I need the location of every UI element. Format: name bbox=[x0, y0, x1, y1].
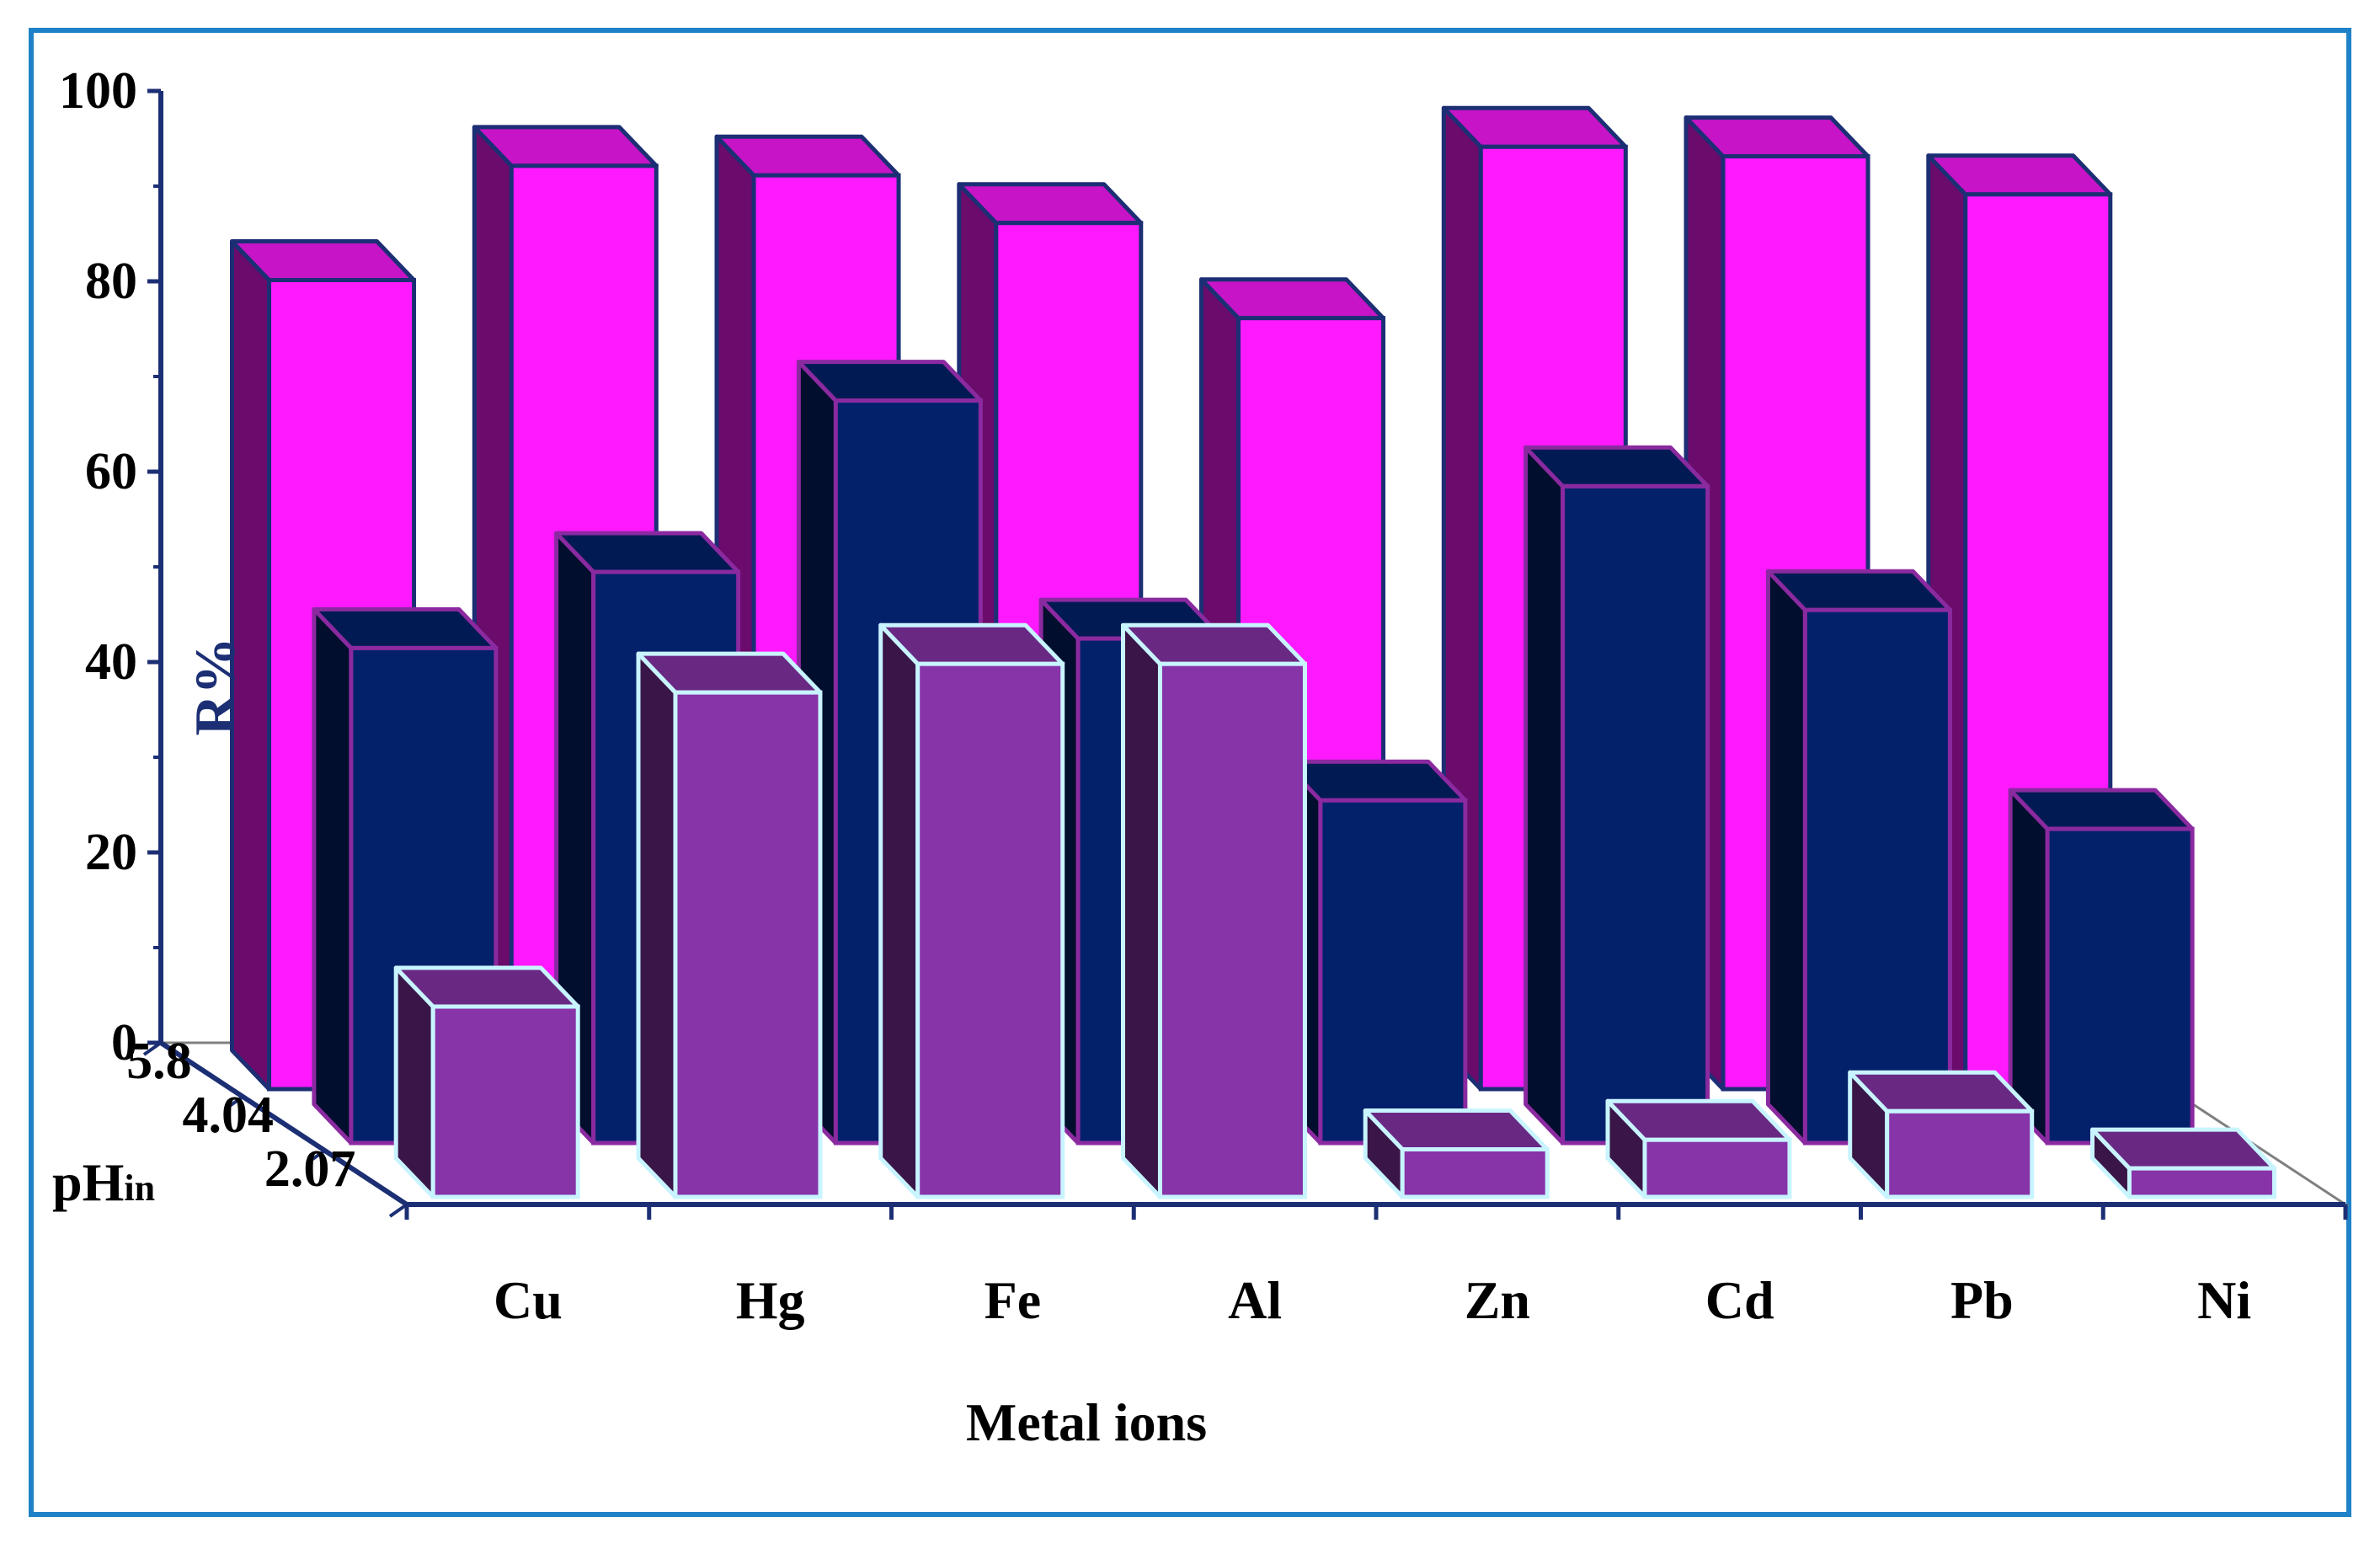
chart-axes bbox=[142, 88, 2348, 1220]
y-tick-label-0: 0 bbox=[111, 1014, 137, 1071]
bar-front-face bbox=[1400, 1147, 1550, 1199]
bar-4-04-cd bbox=[1524, 445, 1710, 1146]
x-tick-label-hg: Hg bbox=[736, 1270, 805, 1330]
y-tick-label-80: 80 bbox=[85, 253, 137, 310]
x-tick-label-fe: Fe bbox=[985, 1270, 1042, 1330]
bar-front-face bbox=[2127, 1166, 2276, 1199]
bar-2-07-pb bbox=[1848, 1070, 2035, 1199]
bar-side-face bbox=[312, 606, 354, 1146]
bar-side-face bbox=[1121, 622, 1162, 1199]
bar-4-04-pb bbox=[1765, 569, 1952, 1146]
chart-labels: R% Metal ions pHin 0 20 40 60 80 100 5.84.042.… bbox=[52, 62, 2251, 1452]
depth-tick-mark bbox=[388, 1203, 408, 1218]
bar-front-face bbox=[430, 1004, 580, 1199]
bar-side-face bbox=[636, 651, 678, 1199]
bar-front-face bbox=[2045, 826, 2195, 1146]
depth-axis-label: pHin bbox=[52, 1152, 155, 1212]
x-tick-label-al: Al bbox=[1228, 1270, 1282, 1330]
y-tick-label-20: 20 bbox=[85, 824, 137, 881]
depth-tick-mark bbox=[142, 1041, 163, 1056]
bar-front-face bbox=[1885, 1108, 2035, 1199]
depth-tick-label-2-07: 2.07 bbox=[264, 1140, 356, 1198]
x-tick-label-ni: Ni bbox=[2197, 1270, 2251, 1330]
bar-2-07-al bbox=[1121, 622, 1307, 1199]
depth-axis-line bbox=[159, 1040, 408, 1207]
depth-tick-label-5-8: 5.8 bbox=[126, 1033, 192, 1090]
depth-tick-mark bbox=[307, 1149, 326, 1164]
bar-front-face bbox=[673, 690, 823, 1199]
bar-4-04-zn bbox=[1281, 759, 1468, 1146]
y-tick-label-60: 60 bbox=[85, 443, 137, 500]
depth-axis-label-main: pH bbox=[52, 1152, 124, 1212]
bar-front-face bbox=[1642, 1137, 1792, 1199]
depth-tick-mark bbox=[225, 1095, 244, 1110]
bar-2-07-hg bbox=[636, 651, 823, 1199]
bar-4-04-ni bbox=[2008, 788, 2195, 1146]
x-axis-label: Metal ions bbox=[966, 1392, 1207, 1452]
x-tick-label-cu: Cu bbox=[494, 1270, 563, 1330]
bar-front-face bbox=[1561, 483, 1710, 1146]
bar-2-07-fe bbox=[878, 622, 1065, 1199]
bar-2-07-zn bbox=[1363, 1108, 1550, 1199]
y-tick-label-100: 100 bbox=[59, 62, 137, 120]
bar-2-07-cu bbox=[393, 965, 580, 1199]
bar-front-face bbox=[1318, 798, 1468, 1146]
y-tick-label-40: 40 bbox=[85, 633, 137, 691]
bar-front-face bbox=[915, 661, 1065, 1199]
bar-front-face bbox=[1802, 607, 1952, 1146]
bar-side-face bbox=[1765, 569, 1807, 1146]
y-axis-label: R% bbox=[183, 637, 247, 735]
chart-bars bbox=[230, 105, 2276, 1199]
bar-side-face bbox=[878, 622, 921, 1199]
x-tick-label-zn: Zn bbox=[1465, 1270, 1530, 1330]
depth-axis-label-sub: in bbox=[124, 1167, 155, 1209]
bar-front-face bbox=[1157, 661, 1307, 1199]
bar-side-face bbox=[2008, 788, 2050, 1146]
depth-tick-label-4-04: 4.04 bbox=[183, 1087, 275, 1144]
bar-side-face bbox=[1524, 445, 1566, 1146]
x-tick-label-cd: Cd bbox=[1705, 1270, 1774, 1330]
x-tick-label-pb: Pb bbox=[1950, 1270, 2014, 1330]
bar-2-07-cd bbox=[1605, 1098, 1792, 1199]
bar-2-07-ni bbox=[2090, 1127, 2276, 1199]
